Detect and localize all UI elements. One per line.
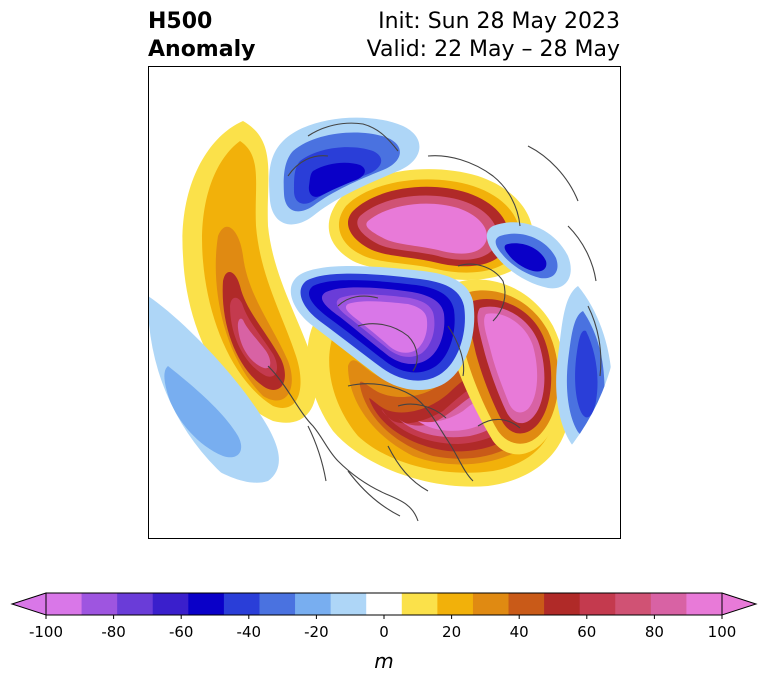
colorbar: -100 -80 -60 -40 -20 0 20 40 60 80 100 m (10, 592, 758, 673)
anomaly-map (148, 66, 621, 539)
colorbar-swatch (330, 593, 367, 615)
colorbar-swatch (615, 593, 652, 615)
colorbar-swatches (10, 592, 758, 616)
colorbar-ticks: -100 -80 -60 -40 -20 0 20 40 60 80 100 (29, 615, 736, 641)
colorbar-swatch (686, 593, 723, 615)
colorbar-tick-label: -40 (237, 623, 262, 641)
colorbar-swatch (295, 593, 332, 615)
colorbar-swatch (46, 593, 83, 615)
colorbar-swatch (650, 593, 687, 615)
colorbar-tick-label: 0 (379, 623, 389, 641)
colorbar-swatch (544, 593, 581, 615)
anomaly-low-scandinavia (269, 117, 420, 225)
anomaly-low-southeast-europe (486, 222, 571, 289)
title-line-2: Anomaly (148, 37, 256, 62)
colorbar-tick-label: -20 (304, 623, 329, 641)
colorbar-swatch (81, 593, 118, 615)
colorbar-extend-max (721, 592, 758, 616)
colorbar-tick-label: -100 (29, 623, 63, 641)
colorbar-tick-label: 80 (645, 623, 664, 641)
colorbar-extend-min (10, 592, 47, 616)
colorbar-unit-label: m (374, 649, 393, 673)
run-info: Init: Sun 28 May 2023 Valid: 22 May – 28… (367, 8, 620, 64)
colorbar-swatch (259, 593, 296, 615)
colorbar-swatch (508, 593, 545, 615)
title-line-1: H500 (148, 9, 213, 34)
colorbar-tick-label: -60 (169, 623, 194, 641)
colorbar-swatch (117, 593, 154, 615)
colorbar-swatch (437, 593, 474, 615)
colorbar-swatch (579, 593, 616, 615)
colorbar-tick-label: 20 (442, 623, 461, 641)
colorbar-tick-label: -80 (101, 623, 126, 641)
anomaly-high-northeast-pacific (182, 121, 317, 423)
anomaly-low-arctic (290, 266, 475, 391)
colorbar-tick-label: 60 (577, 623, 596, 641)
map-title: H500 Anomaly (148, 8, 255, 64)
colorbar-swatch (188, 593, 225, 615)
colorbar-swatch (472, 593, 510, 615)
coastlines (267, 122, 602, 522)
anomaly-high-northwest-pacific (328, 169, 533, 280)
colorbar-tick-label: 100 (708, 623, 737, 641)
init-time-label: Init: Sun 28 May 2023 (378, 9, 620, 34)
colorbar-tick-label: 40 (510, 623, 529, 641)
colorbar-swatch (366, 593, 403, 615)
colorbar-swatch (401, 593, 438, 615)
colorbar-swatch (223, 593, 260, 615)
valid-period-label: Valid: 22 May – 28 May (366, 37, 620, 62)
colorbar-swatch (152, 593, 189, 615)
